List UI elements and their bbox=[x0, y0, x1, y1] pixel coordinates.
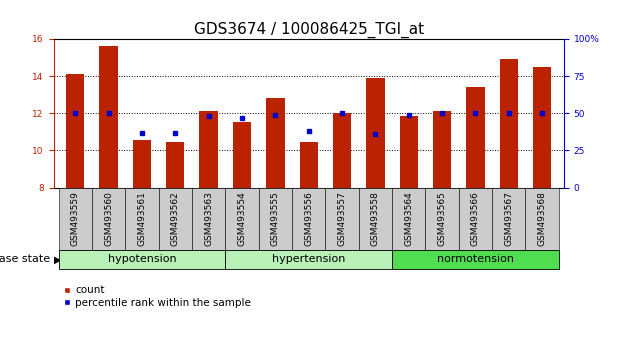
Text: disease state: disease state bbox=[0, 254, 50, 264]
Text: GSM493557: GSM493557 bbox=[338, 191, 346, 246]
Bar bbox=[433, 112, 451, 188]
Bar bbox=[366, 78, 384, 188]
Text: GSM493554: GSM493554 bbox=[238, 191, 246, 246]
Text: GSM493564: GSM493564 bbox=[404, 191, 413, 246]
Text: ▶: ▶ bbox=[54, 254, 61, 264]
Text: GSM493562: GSM493562 bbox=[171, 191, 180, 246]
Bar bbox=[66, 74, 84, 188]
Text: hypertension: hypertension bbox=[272, 254, 345, 264]
Bar bbox=[333, 113, 352, 188]
Legend: count, percentile rank within the sample: count, percentile rank within the sample bbox=[59, 281, 256, 312]
Bar bbox=[299, 142, 318, 188]
Text: GSM493566: GSM493566 bbox=[471, 191, 480, 246]
Bar bbox=[466, 87, 484, 188]
Text: GSM493559: GSM493559 bbox=[71, 191, 80, 246]
Title: GDS3674 / 100086425_TGI_at: GDS3674 / 100086425_TGI_at bbox=[193, 21, 424, 38]
Text: GSM493565: GSM493565 bbox=[438, 191, 447, 246]
Text: GSM493568: GSM493568 bbox=[537, 191, 547, 246]
Bar bbox=[133, 140, 151, 188]
Text: GSM493560: GSM493560 bbox=[104, 191, 113, 246]
Text: GSM493556: GSM493556 bbox=[304, 191, 313, 246]
Text: GSM493561: GSM493561 bbox=[137, 191, 146, 246]
Bar bbox=[166, 142, 185, 188]
Bar bbox=[266, 98, 285, 188]
Bar bbox=[533, 67, 551, 188]
Bar bbox=[399, 116, 418, 188]
Bar bbox=[200, 112, 218, 188]
Bar bbox=[233, 122, 251, 188]
Text: GSM493563: GSM493563 bbox=[204, 191, 213, 246]
Text: GSM493555: GSM493555 bbox=[271, 191, 280, 246]
Text: normotension: normotension bbox=[437, 254, 514, 264]
Text: GSM493558: GSM493558 bbox=[371, 191, 380, 246]
Text: hypotension: hypotension bbox=[108, 254, 176, 264]
Bar bbox=[500, 59, 518, 188]
Text: GSM493567: GSM493567 bbox=[505, 191, 513, 246]
Bar bbox=[100, 46, 118, 188]
